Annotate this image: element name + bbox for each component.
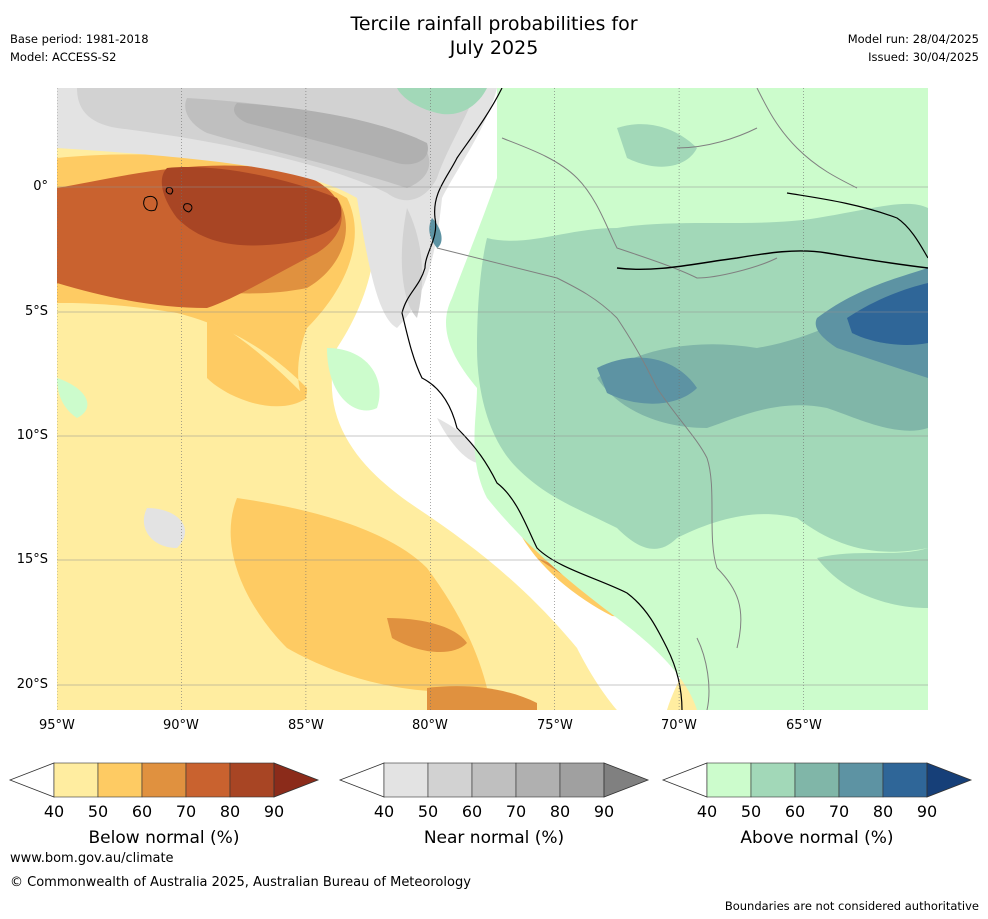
colorbar-min-extension <box>661 762 708 798</box>
colorbar-tick-label: 60 <box>462 802 482 821</box>
colorbar-segment <box>515 762 561 798</box>
colorbar-tick-label: 70 <box>176 802 196 821</box>
colorbar-segment <box>229 762 275 798</box>
title-line-1: Tercile rainfall probabilities for <box>350 13 638 35</box>
lat-tick-label: 15°S <box>16 552 48 567</box>
colorbar-segment <box>427 762 473 798</box>
colorbar-max-extension <box>273 762 320 798</box>
colorbar-title: Below normal (%) <box>89 828 240 848</box>
colorbar-tick-label: 80 <box>873 802 893 821</box>
colorbar-tick-label: 70 <box>506 802 526 821</box>
above-normal-50-region <box>617 124 697 167</box>
colorbar-tick-label: 50 <box>418 802 438 821</box>
near-normal-50-region <box>401 208 423 318</box>
lat-gridlines <box>57 186 928 686</box>
above-normal-40-region <box>57 378 88 418</box>
colorbar-segment <box>53 762 99 798</box>
lat-tick-label: 0° <box>33 179 48 194</box>
colorbar: 40 50 60 70 80 90 Below normal (%) <box>8 762 320 848</box>
amazon-river-mouth <box>786 192 928 259</box>
above-normal-50-region <box>817 548 928 608</box>
lon-tick-label: 95°W <box>39 718 75 733</box>
colorbar-title: Above normal (%) <box>740 828 893 848</box>
near-normal-40-region <box>143 508 186 548</box>
colorbar-tick-label: 60 <box>785 802 805 821</box>
lon-tick-label: 65°W <box>786 718 822 733</box>
probability-map <box>57 88 928 710</box>
colorbar-segment <box>141 762 187 798</box>
lon-tick-label: 80°W <box>412 718 448 733</box>
colorbar-segment <box>882 762 928 798</box>
colorbar-segment <box>794 762 840 798</box>
colorbar-tick-label: 70 <box>829 802 849 821</box>
lat-tick-label: 5°S <box>24 304 48 319</box>
country-borders <box>436 88 858 710</box>
above-normal-70-region <box>597 357 697 404</box>
lat-tick-label: 10°S <box>16 428 48 443</box>
title-line-2: July 2025 <box>449 37 539 59</box>
above-normal-40-region <box>327 348 380 411</box>
colorbars: 40 50 60 70 80 90 Below normal (%) 40 50 60 70 80 90… <box>8 762 973 848</box>
disclaimer-label: Boundaries are not considered authoritat… <box>724 899 979 913</box>
near-normal-40-region <box>437 418 487 464</box>
galapagos-islands <box>143 187 193 213</box>
model-label: Model: ACCESS-S2 <box>10 50 117 64</box>
above-normal-80-region <box>847 283 928 345</box>
colorbar-min-extension <box>338 762 385 798</box>
base-period-label: Base period: 1981-2018 <box>10 32 149 46</box>
lon-tick-label: 85°W <box>288 718 324 733</box>
colorbar-tick-label: 50 <box>741 802 761 821</box>
below-normal-80-region <box>161 167 342 246</box>
below-normal-50-region <box>207 318 307 407</box>
copyright-label: © Commonwealth of Australia 2025, Austra… <box>10 875 471 890</box>
river-line <box>616 250 928 271</box>
colorbar-tick-label: 80 <box>220 802 240 821</box>
issued-label: Issued: 30/04/2025 <box>868 50 979 64</box>
lon-tick-label: 75°W <box>537 718 573 733</box>
colorbar-min-extension <box>8 762 55 798</box>
map-title: Tercile rainfall probabilities for July … <box>0 12 988 60</box>
colorbar-segment <box>706 762 752 798</box>
colorbar-segment <box>838 762 884 798</box>
below-normal-60-region <box>427 686 537 710</box>
colorbar: 40 50 60 70 80 90 Above normal (%) <box>661 762 973 848</box>
colorbar-segment <box>97 762 143 798</box>
colorbar-title: Near normal (%) <box>424 828 564 848</box>
below-normal-60-region <box>387 618 467 653</box>
colorbar-max-extension <box>926 762 973 798</box>
colorbar-tick-label: 50 <box>88 802 108 821</box>
website-label: www.bom.gov.au/climate <box>10 851 174 866</box>
colorbar-tick-label: 90 <box>917 802 937 821</box>
colorbar-max-extension <box>603 762 650 798</box>
lon-tick-label: 70°W <box>661 718 697 733</box>
colorbar-segment <box>471 762 517 798</box>
colorbar-segment <box>559 762 605 798</box>
colorbar-tick-label: 60 <box>132 802 152 821</box>
colorbar-segment <box>185 762 231 798</box>
colorbar-segment <box>750 762 796 798</box>
colorbar-tick-label: 40 <box>697 802 717 821</box>
near-normal-70-region <box>234 103 428 165</box>
colorbar-tick-label: 40 <box>374 802 394 821</box>
colorbar: 40 50 60 70 80 90 Near normal (%) <box>338 762 650 848</box>
colorbar-tick-label: 40 <box>44 802 64 821</box>
colorbar-tick-label: 80 <box>550 802 570 821</box>
lon-tick-label: 90°W <box>163 718 199 733</box>
colorbar-tick-label: 90 <box>264 802 284 821</box>
coastline <box>401 88 683 710</box>
colorbar-tick-label: 90 <box>594 802 614 821</box>
colorbar-segment <box>383 762 429 798</box>
lat-tick-label: 20°S <box>16 677 48 692</box>
above-normal-50-region <box>397 88 487 115</box>
model-run-label: Model run: 28/04/2025 <box>847 32 979 46</box>
